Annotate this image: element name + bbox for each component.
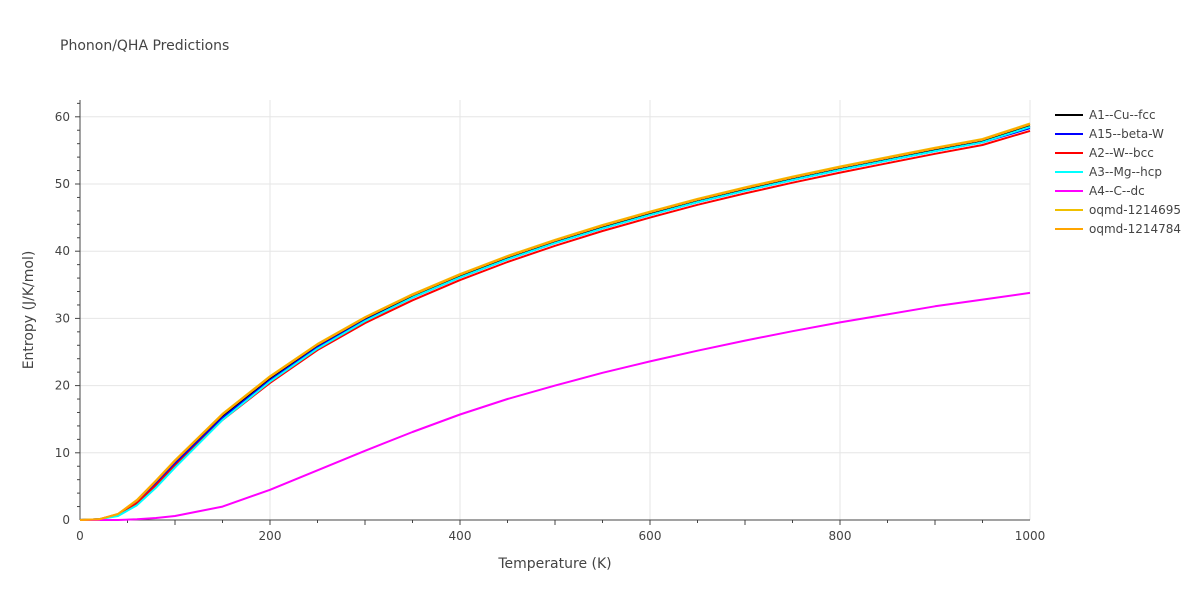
x-tick-label: 0	[76, 529, 84, 543]
legend-item[interactable]: A2--W--bcc	[1055, 146, 1154, 160]
x-tick-label: 600	[639, 529, 662, 543]
legend-item[interactable]: A4--C--dc	[1055, 184, 1145, 198]
y-axis-title: Entropy (J/K/mol)	[21, 251, 37, 370]
x-tick-label: 1000	[1015, 529, 1046, 543]
series-line-A4--C--dc[interactable]	[80, 291, 1031, 521]
legend-label: oqmd-1214695	[1089, 203, 1181, 217]
legend-item[interactable]: A1--Cu--fcc	[1055, 108, 1156, 122]
legend-label: A1--Cu--fcc	[1089, 108, 1156, 122]
y-tick-label: 40	[55, 244, 70, 258]
x-tick-label: 800	[829, 529, 852, 543]
legend-label: A4--C--dc	[1089, 184, 1145, 198]
series-line-oqmd-1214695[interactable]	[79, 122, 1031, 521]
series-line-A15--beta-W[interactable]	[79, 127, 1031, 521]
legend-item[interactable]: oqmd-1214784	[1055, 222, 1181, 236]
y-tick-label: 20	[55, 379, 70, 393]
series-line-oqmd-1214784[interactable]	[79, 123, 1031, 521]
series-lines	[79, 122, 1031, 521]
x-tick-label: 200	[259, 529, 282, 543]
x-axis-title: Temperature (K)	[497, 556, 611, 572]
y-tick-label: 50	[55, 177, 70, 191]
legend-label: A15--beta-W	[1089, 127, 1164, 141]
legend-item[interactable]: A15--beta-W	[1055, 127, 1164, 141]
y-tick-label: 30	[55, 311, 70, 325]
series-line-A1--Cu--fcc[interactable]	[79, 125, 1031, 521]
gridlines	[80, 100, 1031, 520]
legend-label: oqmd-1214784	[1089, 222, 1181, 236]
series-line-A3--Mg--hcp[interactable]	[79, 125, 1031, 521]
y-tick-label: 60	[55, 110, 70, 124]
legend-label: A2--W--bcc	[1089, 146, 1154, 160]
axes: 0 200 400 600 800 1000 0 10 20 30 40 50 60	[55, 100, 1046, 543]
legend-item[interactable]: oqmd-1214695	[1055, 203, 1181, 217]
series-line-A2--W--bcc[interactable]	[79, 129, 1031, 521]
y-tick-label: 10	[55, 446, 70, 460]
legend[interactable]: A1--Cu--fcc A15--beta-W A2--W--bcc A3--Mg--…	[1055, 108, 1181, 236]
x-tick-label: 400	[449, 529, 472, 543]
legend-label: A3--Mg--hcp	[1089, 165, 1162, 179]
legend-item[interactable]: A3--Mg--hcp	[1055, 165, 1162, 179]
y-tick-label: 0	[62, 513, 70, 527]
chart-title: Phonon/QHA Predictions	[60, 38, 229, 54]
